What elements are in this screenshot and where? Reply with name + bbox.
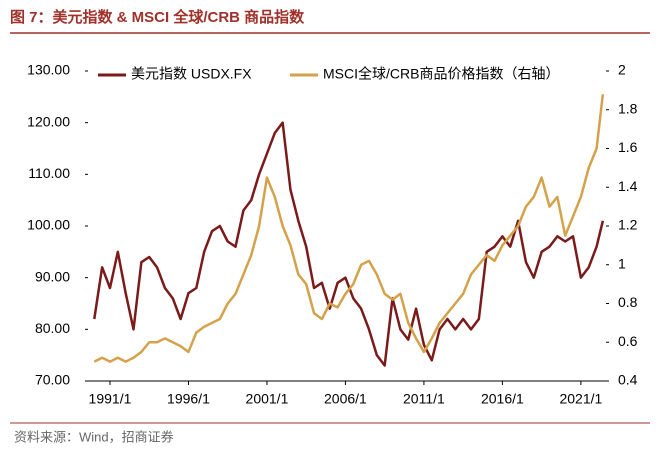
x-tick-label: 1991/1 [89, 391, 132, 407]
legend-label: MSCI全球/CRB商品价格指数（右轴） [323, 66, 559, 82]
y-tick-label: 110.00 [28, 165, 70, 181]
y2-tick-label: 1.4 [618, 178, 638, 194]
chart-title: 图 7：美元指数 & MSCI 全球/CRB 商品指数 [10, 8, 305, 26]
y-tick-label: 90.00 [35, 268, 70, 284]
x-tick-label: 2006/1 [324, 391, 367, 407]
y2-tick-label: 1.6 [618, 139, 638, 155]
y2-tick-label: 1 [618, 255, 626, 271]
source: 资料来源：Wind，招商证券 [14, 429, 174, 444]
x-tick-label: 2001/1 [246, 391, 289, 407]
y2-tick-label: 1.8 [618, 100, 638, 116]
y-tick-label: 70.00 [35, 372, 70, 388]
y-tick-label: 120.00 [27, 113, 70, 129]
x-tick-label: 1996/1 [167, 391, 210, 407]
y-tick-label: 130.00 [27, 62, 70, 78]
x-tick-label: 2011/1 [403, 391, 445, 407]
y2-tick-label: 1.2 [618, 217, 638, 233]
series-line [93, 94, 605, 363]
x-tick-label: 2021/1 [559, 391, 602, 407]
y2-tick-label: 0.4 [618, 372, 638, 388]
y-tick-label: 100.00 [27, 217, 70, 233]
y2-tick-label: 2 [618, 62, 626, 78]
legend-label: 美元指数 USDX.FX [131, 66, 252, 82]
y2-tick-label: 0.6 [618, 333, 638, 349]
y2-tick-label: 0.8 [618, 294, 638, 310]
series-line [93, 121, 605, 367]
y-tick-label: 80.00 [35, 320, 70, 336]
x-tick-label: 2016/1 [481, 391, 524, 407]
